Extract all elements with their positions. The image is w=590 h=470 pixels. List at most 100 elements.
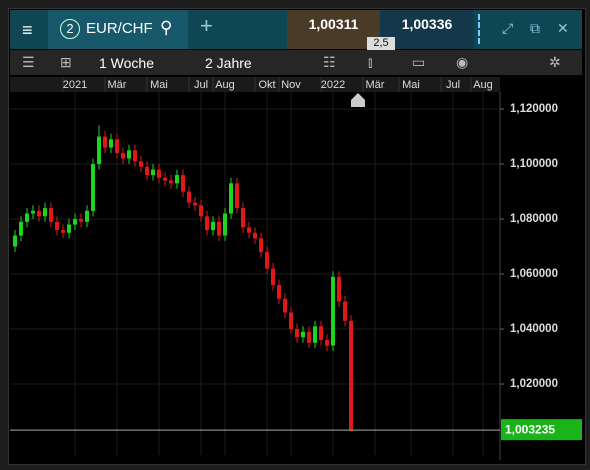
candle-body [217,221,221,236]
x-tick-label: Jul [194,79,208,91]
x-tick-label: Aug [215,79,235,91]
list-icon[interactable]: ☰ [22,54,35,70]
comment-icon[interactable]: ▭ [412,54,426,70]
expand-button[interactable]: ⤢ [502,20,514,36]
candle-body [181,175,185,192]
candle-body [193,202,197,206]
last-price-label: 1,003235 [505,422,555,436]
ask-price: 1,00336 [401,16,453,32]
candle-body [343,301,347,321]
candle-body [259,238,263,253]
y-tick-label: 1,060000 [510,268,558,280]
candle-body [61,230,65,233]
range[interactable]: 2 Jahre [205,55,252,71]
candle-body [223,213,227,236]
candle-body [229,183,233,214]
candle-body [121,153,125,159]
candle-body [115,139,119,154]
candle-body [97,136,101,165]
popout-button[interactable]: ⧉ [530,20,540,36]
last-price-box [501,419,582,441]
tab-number: 2 [60,19,80,39]
candle-body [319,326,323,341]
candle-body [127,150,131,159]
candle-body [307,331,311,343]
candle-body [157,169,161,178]
close-button[interactable]: ✕ [557,20,569,36]
candle-body [349,320,353,431]
bid-price: 1,00311 [308,16,359,32]
candle-body [175,175,179,184]
candle-body [289,312,293,330]
symbol: EUR/CHF [86,20,153,37]
candle-body [145,166,149,176]
candle-body [295,329,299,338]
y-tick-label: 1,100000 [510,158,558,170]
candle-body [235,183,239,209]
candle-body [85,210,89,222]
x-tick-label: Okt [258,79,275,91]
candle-body [55,221,59,231]
y-tick-label: 1,120000 [510,103,558,115]
y-tick-label: 1,020000 [510,378,558,390]
candle-body [139,161,143,167]
candle-body [169,180,173,184]
candle-body [73,219,77,225]
toolbar [10,50,582,75]
current-marker[interactable] [351,93,365,107]
chart-type-icon[interactable]: ⫾ [368,54,373,70]
x-tick-label: Aug [473,79,493,91]
search-icon[interactable]: ⚲ [160,18,173,37]
candle-body [283,298,287,313]
candle-body [13,235,17,247]
candle-body [67,224,71,233]
candle-body [187,191,191,203]
candle-body [103,136,107,148]
ask-box[interactable] [380,10,474,49]
x-tick-label: Mär [108,79,127,91]
y-tick-label: 1,080000 [510,213,558,225]
candle-body [337,276,341,302]
candle-body [247,227,251,233]
x-tick-label: 2021 [63,79,87,91]
layout-icon[interactable]: ⊞ [60,54,72,70]
x-tick-label: Mär [366,79,385,91]
candle-body [205,216,209,231]
candle-body [151,169,155,176]
candle-body [79,219,83,222]
candle-body [91,164,95,211]
add-button[interactable]: + [200,13,213,38]
candle-body [49,208,53,222]
candle-body [253,232,257,239]
candle-body [301,331,305,338]
candle-body [109,139,113,148]
candle-body [19,221,23,236]
candle-body [277,285,281,299]
x-tick-label: 2022 [321,79,345,91]
candle-body [43,208,47,217]
x-tick-label: Nov [281,79,301,91]
candle-body [199,205,203,217]
interval[interactable]: 1 Woche [99,55,154,71]
drag-handle[interactable] [478,14,492,44]
gear-icon[interactable]: ✲ [549,54,561,70]
candle-body [271,268,275,286]
candle-body [313,326,317,343]
candle-body [241,208,245,228]
settings-icon[interactable]: ☷ [323,54,336,70]
view-icon[interactable]: ◉ [456,54,469,70]
candle-body [325,340,329,346]
candle-body [331,276,335,346]
candle-body [163,177,167,181]
candle-body [25,213,29,222]
candle-body [133,150,137,162]
x-tick-label: Jul [446,79,460,91]
bid-box[interactable] [287,10,380,49]
spread: 2,5 [367,37,395,50]
y-tick-label: 1,040000 [510,323,558,335]
menu-button[interactable]: ≡ [22,20,33,40]
candle-body [31,210,35,214]
candle-body [265,252,269,269]
